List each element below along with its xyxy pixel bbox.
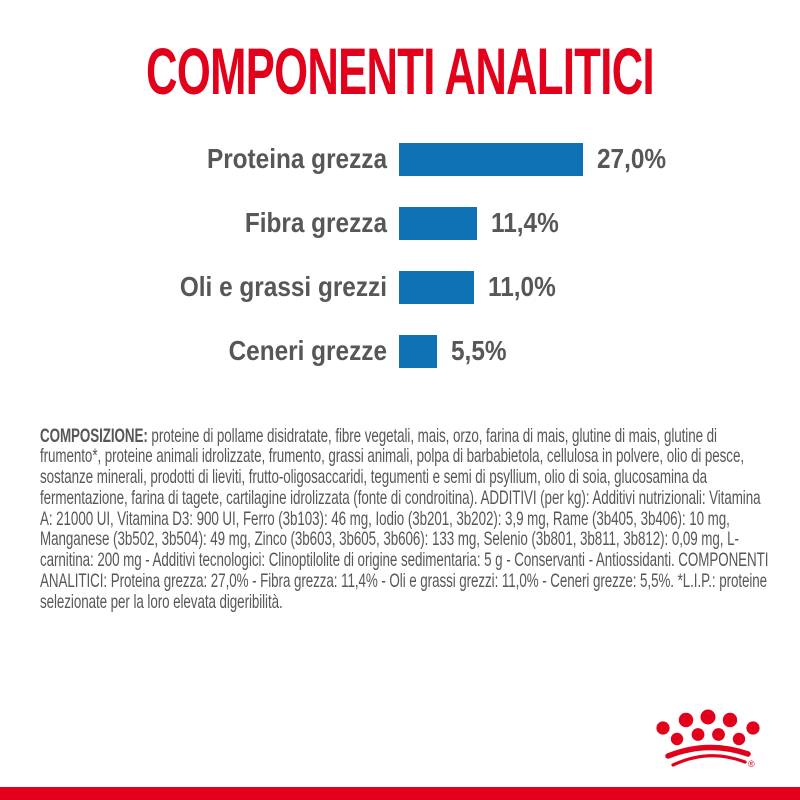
chart-row: Oli e grassi grezzi 11,0% xyxy=(0,255,800,319)
royal-canin-crown-icon: ® xyxy=(652,702,764,770)
bar xyxy=(399,206,477,240)
bar xyxy=(399,142,583,176)
bar-value: 5,5% xyxy=(450,335,507,366)
composition-label: COMPOSIZIONE: xyxy=(40,424,148,447)
bar xyxy=(399,270,474,304)
analytical-components-bar-chart: Proteina grezza 27,0% Fibra grezza 11,4%… xyxy=(0,127,800,383)
bar-label: Oli e grassi grezzi xyxy=(179,271,387,302)
chart-row: Ceneri grezze 5,5% xyxy=(0,319,800,383)
bar-label: Proteina grezza xyxy=(206,143,387,174)
brand-red-strip xyxy=(0,787,800,800)
composition-body: proteine di pollame disidratate, fibre v… xyxy=(40,424,769,613)
registered-trademark-icon: ® xyxy=(748,759,755,769)
bar xyxy=(399,334,437,368)
chart-row: Proteina grezza 27,0% xyxy=(0,127,800,191)
bar-label: Fibra grezza xyxy=(244,207,387,238)
bar-value: 11,0% xyxy=(488,271,556,302)
bar-label: Ceneri grezze xyxy=(228,335,387,366)
page-title: COMPONENTI ANALITICI xyxy=(146,34,655,108)
bar-value: 11,4% xyxy=(490,207,559,238)
composition-text: COMPOSIZIONE: proteine di pollame disidr… xyxy=(40,424,770,613)
bar-value: 27,0% xyxy=(597,143,667,174)
chart-row: Fibra grezza 11,4% xyxy=(0,191,800,255)
